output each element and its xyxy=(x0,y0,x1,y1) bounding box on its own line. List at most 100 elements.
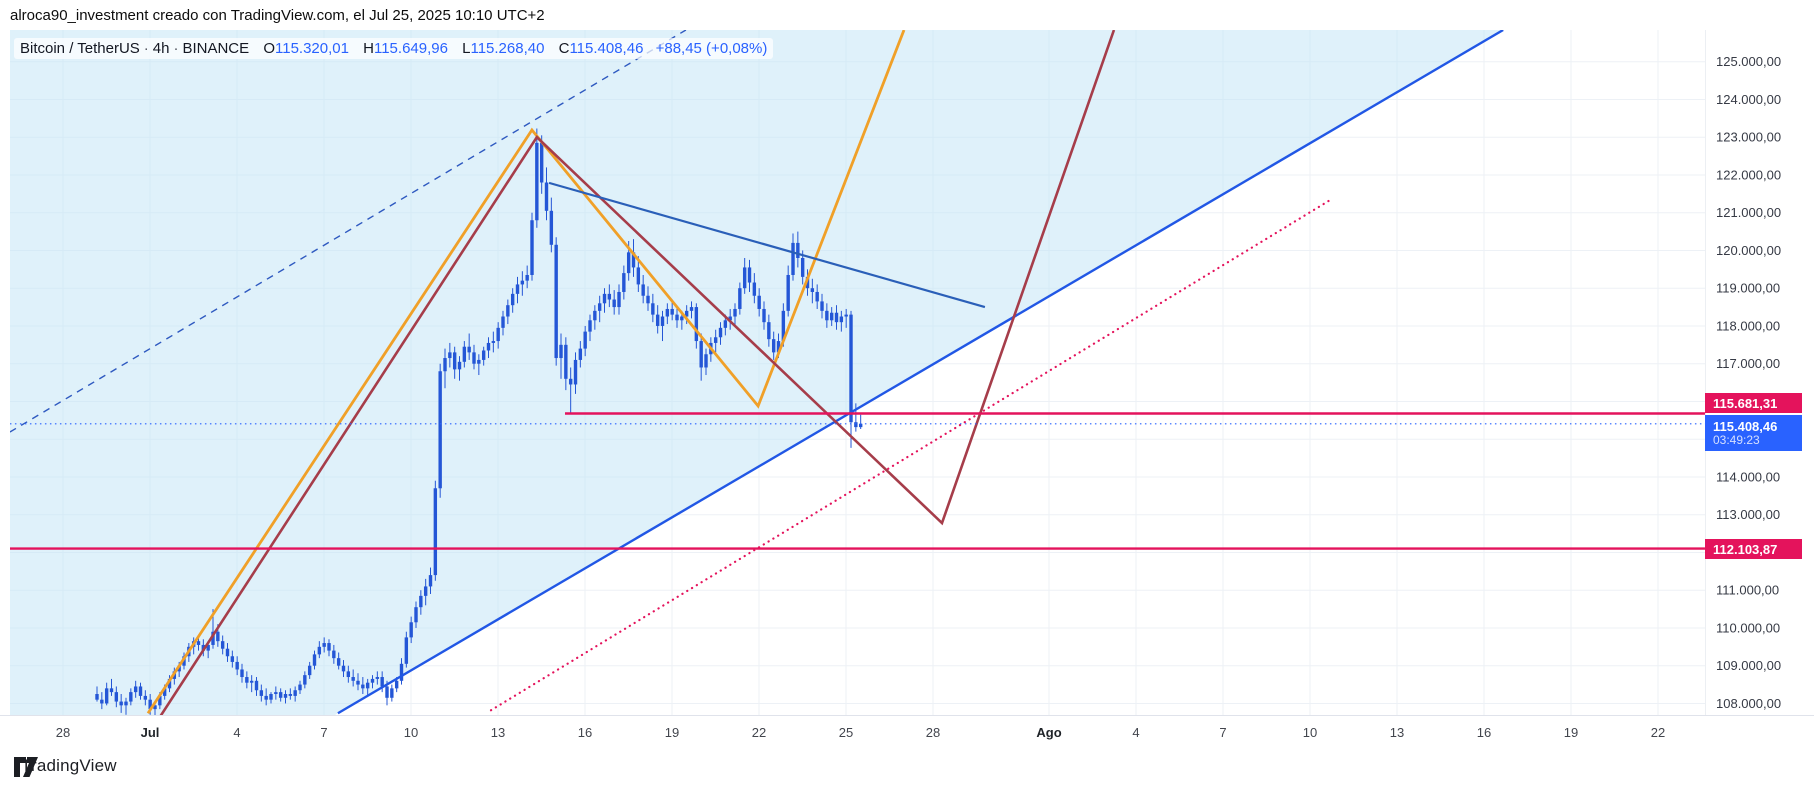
candle-body xyxy=(535,142,539,221)
y-axis-label: 121.000,00 xyxy=(1716,205,1781,220)
candle-body xyxy=(796,242,800,258)
candle-body xyxy=(148,699,152,710)
exchange-label[interactable]: BINANCE xyxy=(182,40,250,57)
y-axis-label: 111.000,00 xyxy=(1716,583,1779,598)
x-axis-label: Ago xyxy=(1036,725,1061,740)
y-axis-label: 114.000,00 xyxy=(1716,469,1780,484)
candle-body xyxy=(776,341,781,353)
candle-body xyxy=(245,677,249,683)
candle-body xyxy=(588,320,592,332)
candle-body xyxy=(791,242,795,275)
candle-body xyxy=(380,677,384,687)
candle-body xyxy=(365,682,370,689)
candle-body xyxy=(477,359,481,364)
candle-body xyxy=(293,690,297,696)
candle-body xyxy=(646,295,650,304)
low-value: 115.268,40 xyxy=(470,40,545,57)
candle-body xyxy=(346,671,351,678)
candle-body xyxy=(854,422,858,428)
candle-body xyxy=(578,348,583,360)
candle-body xyxy=(486,342,491,351)
candle-body xyxy=(520,280,525,285)
legend-separator: · xyxy=(173,40,179,57)
candle-body xyxy=(757,295,761,309)
y-axis-label: 117.000,00 xyxy=(1716,356,1780,371)
x-axis-label: 16 xyxy=(1477,725,1491,740)
candle-body xyxy=(95,694,99,700)
candle-body xyxy=(525,274,529,281)
candle-body xyxy=(167,678,172,689)
candle-body xyxy=(549,210,554,245)
candle-body xyxy=(443,358,447,372)
candle-body xyxy=(568,378,573,385)
candle-body xyxy=(733,308,737,317)
candle-body xyxy=(423,586,428,596)
candle-body xyxy=(631,252,636,268)
candle-body xyxy=(573,359,578,385)
symbol-legend[interactable]: Bitcoin / TetherUS · 4h · BINANCE O115.320,0… xyxy=(14,38,774,59)
candle-body xyxy=(660,316,665,326)
candle-body xyxy=(370,678,375,683)
candle-body xyxy=(713,337,718,343)
price-tag-resistance[interactable]: 115.681,31 xyxy=(1705,393,1802,413)
candle-body xyxy=(564,344,568,379)
open-label: O xyxy=(263,40,275,57)
candle-body xyxy=(544,182,549,211)
pink-dotted-ray xyxy=(489,197,1335,712)
candle-body xyxy=(283,694,288,698)
candle-body xyxy=(670,308,674,315)
candle-body xyxy=(825,310,829,321)
candle-body xyxy=(655,314,660,326)
candle-body xyxy=(438,371,442,489)
candle-body xyxy=(288,694,293,696)
orange-zigzag-pattern xyxy=(146,30,906,715)
candle-body xyxy=(201,644,206,651)
candle-body xyxy=(858,423,863,428)
time-axis-labels: 28 Jul 4 7 10 13 16 19 22 25 28 Ago 4 7 10 13 16 19 22 xyxy=(56,725,1665,740)
candle-body xyxy=(409,622,413,638)
candle-body xyxy=(249,680,254,683)
candle-body xyxy=(119,701,123,706)
close-label: C xyxy=(558,40,570,57)
red-zigzag-pattern xyxy=(159,30,1116,715)
candle-body xyxy=(109,688,114,693)
open-value: 115.320,01 xyxy=(275,40,349,57)
y-axis-label: 125.000,00 xyxy=(1716,54,1781,69)
candle-body xyxy=(607,293,612,300)
candle-body xyxy=(341,665,346,672)
y-axis-label: 108.000,00 xyxy=(1716,696,1781,711)
x-axis-label: 16 xyxy=(578,725,592,740)
candle-body xyxy=(481,350,486,360)
candle-body xyxy=(602,293,607,304)
x-axis-label: 7 xyxy=(320,725,327,740)
candle-body xyxy=(385,686,389,698)
candle-body xyxy=(641,284,645,296)
interval-label[interactable]: 4h xyxy=(152,40,170,57)
candle-body xyxy=(133,686,138,693)
close-value: 115.408,46 xyxy=(569,40,644,57)
candle-body xyxy=(235,661,239,670)
symbol-name[interactable]: Bitcoin / TetherUS xyxy=(20,40,140,57)
price-tag-support[interactable]: 112.103,87 xyxy=(1705,539,1802,559)
channel-median-dashed-line xyxy=(10,30,687,433)
candle-body xyxy=(810,288,815,292)
candle-body xyxy=(375,677,380,679)
candle-body xyxy=(694,307,699,342)
candle-body xyxy=(510,293,515,306)
x-axis-label: 10 xyxy=(404,725,418,740)
candle-body xyxy=(762,308,766,323)
price-tag-last-price[interactable]: 115.408,46 03:49:23 xyxy=(1705,415,1802,451)
tradingview-watermark-text: TradingView xyxy=(21,756,117,775)
candle-body xyxy=(781,310,786,342)
y-axis-label: 119.000,00 xyxy=(1716,281,1780,296)
candle-body xyxy=(622,273,626,292)
candle-body xyxy=(612,299,616,308)
candle-body xyxy=(839,316,844,323)
tradingview-watermark[interactable]: TradingView xyxy=(13,756,117,777)
candle-body xyxy=(815,291,819,302)
x-axis-label: 10 xyxy=(1303,725,1317,740)
candle-body xyxy=(390,688,394,698)
candle-body xyxy=(472,352,476,364)
candle-body xyxy=(158,695,162,706)
